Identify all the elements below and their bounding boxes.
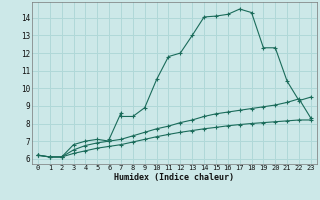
X-axis label: Humidex (Indice chaleur): Humidex (Indice chaleur) (115, 173, 234, 182)
